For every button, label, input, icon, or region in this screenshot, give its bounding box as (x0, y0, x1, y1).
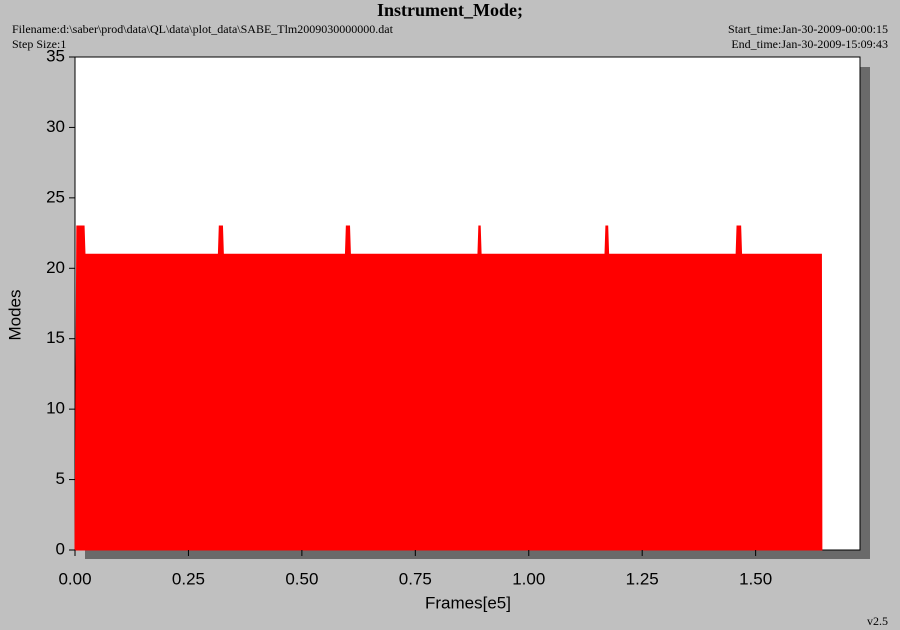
y-tick-label: 30 (46, 117, 65, 136)
y-tick-label: 35 (46, 46, 65, 65)
y-tick-label: 5 (56, 469, 65, 488)
x-tick-label: 0.00 (58, 569, 91, 588)
version: v2.5 (867, 614, 888, 628)
x-tick-label: 0.50 (285, 569, 318, 588)
y-tick-label: 0 (56, 539, 65, 558)
step-size: Step Size:1 (12, 37, 66, 51)
x-tick-label: 1.00 (512, 569, 545, 588)
end-time: End_time:Jan-30-2009-15:09:43 (731, 37, 888, 51)
x-tick-label: 1.25 (626, 569, 659, 588)
x-axis-label: Frames[e5] (425, 593, 511, 612)
y-tick-label: 25 (46, 187, 65, 206)
x-tick-label: 0.25 (172, 569, 205, 588)
y-axis-label: Modes (5, 289, 24, 340)
filename: Filename:d:\saber\prod\data\QL\data\plot… (12, 22, 394, 36)
x-tick-label: 0.75 (399, 569, 432, 588)
y-tick-label: 10 (46, 399, 65, 418)
chart-title: Instrument_Mode; (377, 0, 523, 20)
y-tick-label: 20 (46, 258, 65, 277)
marks (74, 225, 823, 551)
area (74, 225, 823, 551)
x-tick-label: 1.50 (739, 569, 772, 588)
y-tick-label: 15 (46, 328, 65, 347)
start-time: Start_time:Jan-30-2009-00:00:15 (728, 22, 888, 36)
